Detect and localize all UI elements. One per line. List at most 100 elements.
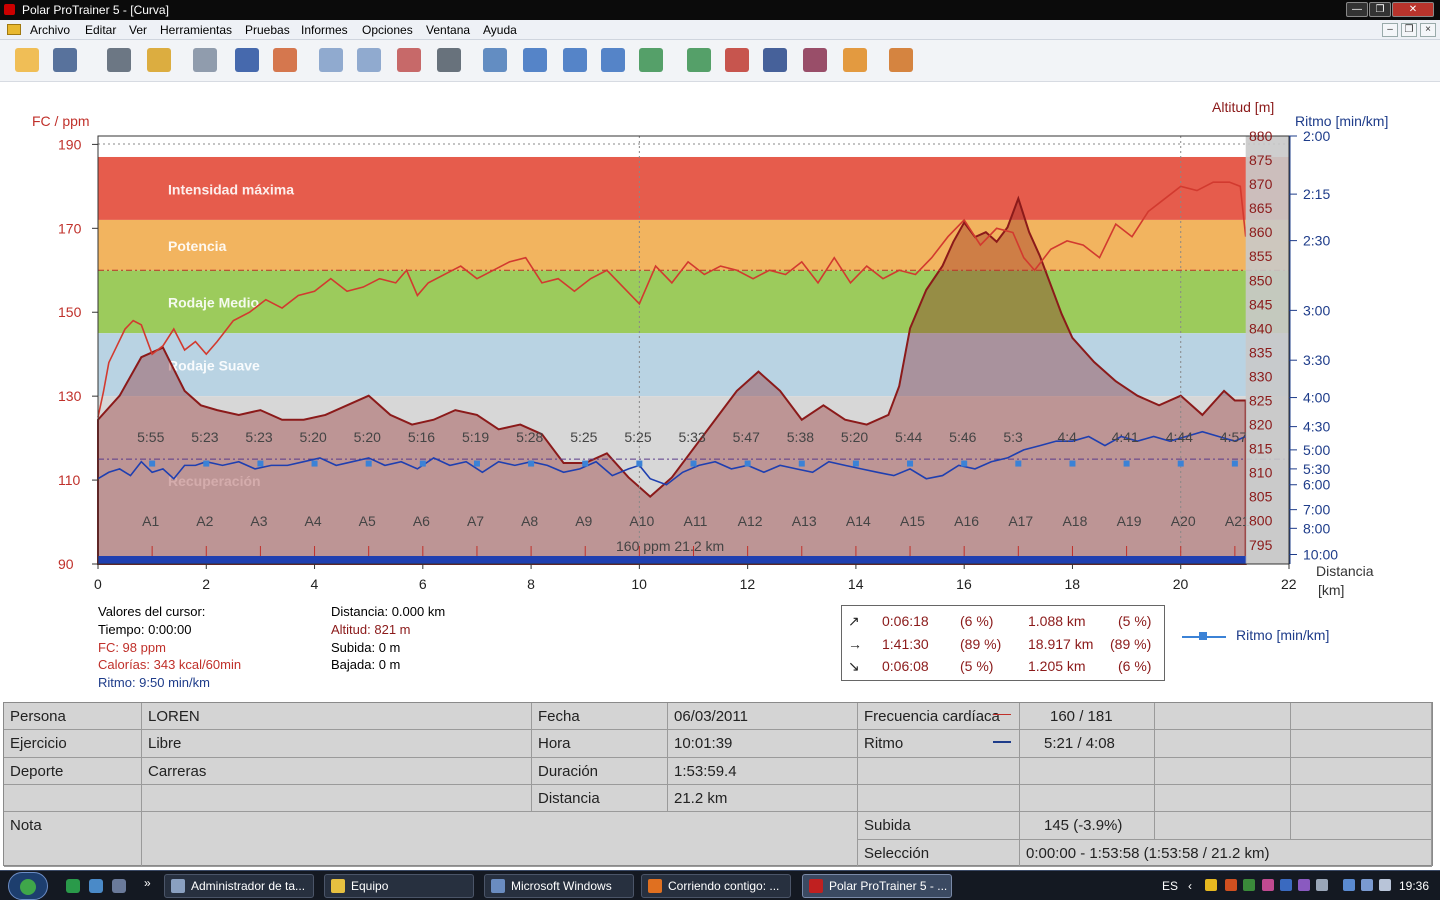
sport-3-button[interactable] [760, 45, 790, 75]
percent-view-button[interactable] [394, 45, 424, 75]
tray-expand-icon[interactable]: ‹ [1188, 879, 1192, 893]
tray-app-icon[interactable] [1225, 879, 1237, 891]
hr-zone-label: Recuperación [168, 473, 261, 489]
clock[interactable]: 19:36 [1399, 879, 1430, 893]
diary-button[interactable] [232, 45, 262, 75]
start-button[interactable] [8, 872, 48, 900]
tray-app-icon[interactable] [1316, 879, 1328, 891]
menu-ventana[interactable]: Ventana [426, 23, 471, 37]
uphill-distance: 1.088 km [1028, 613, 1086, 629]
hora-value[interactable]: 10:01:39 [668, 730, 858, 758]
quicklaunch-desktop-icon[interactable] [112, 879, 126, 893]
taskbar-task[interactable]: Polar ProTrainer 5 - ... [802, 874, 952, 898]
analysis-button[interactable] [520, 45, 550, 75]
curve-chart[interactable]: Intensidad máxima Potencia Rodaje Medio Rod… [0, 84, 1440, 604]
tray-app-icon[interactable] [1280, 879, 1292, 891]
ascent-summary-box: ↗ 0:06:18 (6 %) 1.088 km (5 %) → 1:41:30… [841, 605, 1165, 681]
fc-value: 160 / 181 [1020, 703, 1155, 730]
sport-2-button[interactable] [722, 45, 752, 75]
deporte-value[interactable]: Carreras [142, 758, 532, 785]
altitude-tick-label: 865 [1249, 200, 1273, 216]
lap-pace-marker [311, 460, 318, 467]
menu-opciones[interactable]: Opciones [362, 23, 413, 37]
sync-button[interactable] [104, 45, 134, 75]
route-button[interactable] [560, 45, 590, 75]
maximize-button[interactable]: ❐ [1369, 2, 1391, 17]
calendar-button[interactable] [190, 45, 220, 75]
save-button[interactable] [50, 45, 80, 75]
bar-view-button[interactable] [354, 45, 384, 75]
tray-app-icon[interactable] [1298, 879, 1310, 891]
grid-empty-cell [1291, 812, 1432, 840]
menu-pruebas[interactable]: Pruebas [245, 23, 290, 37]
distancia-value[interactable]: 21.2 km [668, 785, 858, 812]
tray-app-icon[interactable] [1262, 879, 1274, 891]
menu-editar[interactable]: Editar [85, 23, 117, 37]
mdi-minimize-button[interactable]: – [1382, 23, 1398, 37]
open-file-button[interactable] [12, 45, 42, 75]
altitude-tick-label: 870 [1249, 176, 1273, 192]
lap-pace-label: 5:47 [733, 429, 760, 445]
sport-4-button[interactable] [800, 45, 830, 75]
grid-empty-cell [142, 785, 532, 812]
document-icon[interactable] [7, 24, 21, 35]
person-button[interactable] [270, 45, 300, 75]
taskbar-task[interactable]: Corriendo contigo: ... [641, 874, 791, 898]
lap-pace-marker [798, 460, 805, 467]
pace-tick-label: 7:00 [1303, 502, 1330, 518]
sport-5-button[interactable] [840, 45, 870, 75]
grid-empty-cell [858, 758, 1020, 785]
tray-battery-icon[interactable] [1361, 879, 1373, 891]
users-button[interactable] [886, 45, 916, 75]
cursor-calorias: Calorías: 343 kcal/60min [98, 657, 242, 672]
close-button[interactable]: ✕ [1392, 2, 1434, 17]
menu-herramientas[interactable]: Herramientas [160, 23, 233, 37]
menu-ver[interactable]: Ver [129, 23, 148, 37]
polar-app-icon[interactable] [4, 4, 15, 15]
fc-color-swatch [993, 714, 1011, 715]
taskbar-task[interactable]: Microsoft Windows [484, 874, 634, 898]
lap-pace-marker [907, 460, 914, 467]
minimize-button[interactable]: — [1346, 2, 1368, 17]
tray-security-icon[interactable] [1205, 879, 1217, 891]
duracion-label: Duración [532, 758, 668, 785]
tray-network-icon[interactable] [1343, 879, 1355, 891]
lap-label: A9 [575, 513, 592, 529]
watch-settings-button[interactable] [144, 45, 174, 75]
task-label: Corriendo contigo: ... [668, 879, 780, 893]
menu-ayuda[interactable]: Ayuda [483, 23, 517, 37]
taskbar-task[interactable]: Administrador de ta... [164, 874, 314, 898]
lap-label: A20 [1171, 513, 1196, 529]
lap-label: A18 [1062, 513, 1087, 529]
menu-archivo[interactable]: Archivo [30, 23, 71, 37]
curve-view-button[interactable] [316, 45, 346, 75]
nota-field[interactable] [142, 812, 858, 867]
distancia-label: Distancia [532, 785, 668, 812]
speed-button[interactable] [598, 45, 628, 75]
mdi-close-button[interactable]: × [1420, 23, 1436, 37]
persona-value[interactable]: LOREN [142, 703, 532, 730]
tray-volume-icon[interactable] [1379, 879, 1391, 891]
uphill-distance-pct: (5 %) [1118, 613, 1152, 629]
lap-label: A2 [196, 513, 213, 529]
trend-button[interactable] [636, 45, 666, 75]
duracion-value[interactable]: 1:53:59.4 [668, 758, 858, 785]
taskbar-task[interactable]: Equipo [324, 874, 474, 898]
x-axis-tick-label: 14 [848, 576, 864, 592]
ejercicio-value[interactable]: Libre [142, 730, 532, 758]
fecha-value[interactable]: 06/03/2011 [668, 703, 858, 730]
menu-informes[interactable]: Informes [301, 23, 348, 37]
quicklaunch-utorrent-icon[interactable] [66, 879, 80, 893]
grid-empty-cell [1291, 730, 1432, 758]
mdi-restore-button[interactable]: ❐ [1401, 23, 1417, 37]
lap-pace-marker [582, 460, 589, 467]
tray-app-icon[interactable] [1243, 879, 1255, 891]
quicklaunch-expand-icon[interactable]: » [144, 876, 151, 890]
sport-1-button[interactable] [684, 45, 714, 75]
table-view-button[interactable] [434, 45, 464, 75]
quicklaunch-ie-icon[interactable] [89, 879, 103, 893]
lap-pace-label: 5:44 [895, 429, 922, 445]
pace-tick-label: 3:00 [1303, 302, 1330, 318]
language-indicator[interactable]: ES [1162, 879, 1179, 893]
zoom-button[interactable] [480, 45, 510, 75]
